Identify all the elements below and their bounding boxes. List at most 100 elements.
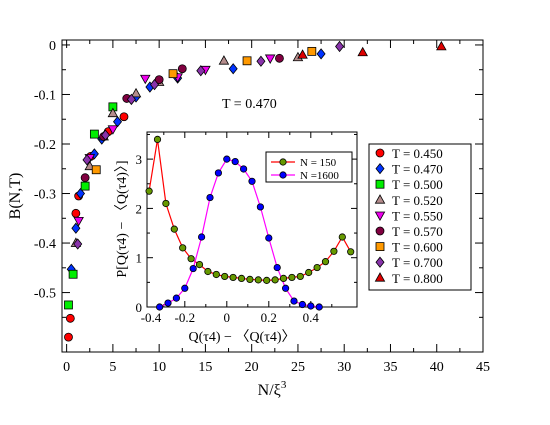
inset-data-point (248, 177, 256, 185)
main-legend-label: T = 0.600 (392, 240, 443, 255)
main-y-tick-label: -0.2 (34, 138, 56, 153)
main-x-tick-label: 0 (63, 360, 70, 375)
main-x-tick-label: 25 (291, 360, 305, 375)
main-data-point (68, 269, 78, 279)
main-y-tick-label: -0.5 (34, 287, 56, 302)
main-data-point (275, 53, 284, 63)
inset-data-point (296, 272, 304, 281)
main-x-tick-label: 45 (476, 360, 490, 375)
main-legend-marker (375, 256, 385, 268)
main-legend-marker (375, 148, 385, 158)
inset-x-axis-label: Q(τ4) − 〈Q(τ4)〉 (188, 329, 295, 345)
main-data-point (107, 107, 119, 118)
main-legend-label: T = 0.450 (392, 146, 443, 161)
main-legend-marker (375, 226, 385, 236)
main-data-point (82, 154, 92, 166)
main-data-point (126, 93, 136, 106)
main-data-point (80, 173, 90, 183)
inset-x-tick-label: 0.4 (303, 310, 320, 325)
main-data-point (335, 40, 345, 53)
inset-data-point (170, 225, 178, 233)
inset-data-point (195, 261, 204, 269)
main-data-point (89, 129, 99, 139)
main-data-point (113, 116, 123, 128)
main-legend-label: T = 0.800 (392, 271, 443, 286)
inset-legend-label: N = 150 (300, 157, 337, 169)
main-plot-frame (61, 39, 484, 353)
inset-data-point (164, 299, 172, 307)
main-y-tick-label: -0.1 (34, 88, 56, 103)
inset-data-point (273, 263, 281, 272)
main-y-tick-label: -0.3 (34, 188, 56, 203)
inset-legend-marker (279, 171, 287, 179)
inset-data-point (237, 274, 246, 283)
main-legend-marker (374, 272, 386, 282)
inset-data-point (338, 233, 346, 241)
inset-data-point (221, 272, 229, 281)
main-data-points (64, 40, 447, 342)
main-legend-label: T = 0.700 (392, 255, 443, 270)
main-data-point (65, 313, 75, 323)
inset-data-point (288, 273, 296, 282)
main-data-point (436, 40, 447, 51)
main-x-tick-label: 30 (337, 360, 351, 375)
main-data-point (75, 187, 86, 200)
inset-data-point (212, 270, 220, 279)
inset-data-point (198, 233, 206, 241)
inset-data-point (223, 155, 231, 163)
main-data-point (177, 64, 187, 74)
main-legend-label: T = 0.470 (392, 162, 443, 177)
inset-data-point (179, 244, 187, 252)
inset-data-point (240, 165, 248, 173)
main-data-point (228, 63, 238, 75)
main-x-axis-label-exponent: 3 (281, 379, 287, 391)
main-x-axis-label: N/ξ3 (258, 379, 287, 399)
main-legend-marker (375, 179, 385, 189)
inset-y-tick-label: 1 (136, 251, 143, 266)
main-data-point (357, 46, 368, 57)
main-x-tick-label: 10 (152, 360, 166, 375)
main-data-point (168, 69, 178, 79)
main-data-point (218, 55, 230, 65)
main-data-point (71, 208, 81, 218)
inset-data-point (321, 258, 330, 266)
main-data-point (297, 49, 308, 59)
inset-x-tick-label: 0.2 (261, 310, 277, 325)
inset-x-tick-label: -0.2 (175, 310, 196, 325)
inset-data-point (229, 273, 237, 282)
inset-data-point (305, 268, 313, 277)
inset-data-point (290, 297, 298, 305)
main-data-point (154, 75, 164, 85)
main-legend-label: T = 0.570 (392, 224, 443, 239)
inset-x-tick-label: 0 (224, 310, 231, 325)
main-data-point (150, 78, 160, 91)
inset-data-point (298, 300, 306, 309)
inset-data-point (313, 263, 321, 272)
main-x-tick-label: 40 (430, 360, 444, 375)
inset-data-point (214, 169, 222, 177)
inset-data-point (279, 274, 288, 283)
inset-data-point (145, 187, 153, 195)
main-y-tick-label: 0 (49, 39, 56, 54)
inset-data-point (330, 247, 338, 255)
main-data-point (71, 222, 81, 234)
inset-y-tick-label: 2 (136, 201, 143, 216)
main-data-point (100, 129, 111, 141)
inset-data-point (246, 275, 254, 283)
main-y-axis-label: B(N,T) (7, 173, 24, 220)
inset-data-point (206, 193, 214, 202)
main-axis-ticks: 0 5 10 15 20 25 30 35 40 450-0.1-0.2-0.3-0.4-0.5 (34, 39, 490, 375)
inset-y-tick-label: 0 (136, 300, 143, 315)
inset-axis-ticks: -0.4 -0.2 0 0.2 0.4 0 1 2 3 (136, 132, 357, 325)
main-legend-marker (375, 162, 385, 175)
main-data-point (73, 216, 84, 227)
main-data-point (130, 87, 142, 98)
inset-data-point (307, 302, 315, 310)
main-legend-label: T = 0.520 (392, 193, 443, 208)
temperature-annotation: T = 0.470 (222, 97, 277, 112)
main-data-point (64, 300, 73, 310)
inset-data-point (231, 157, 239, 166)
inset-data-point (156, 303, 164, 311)
